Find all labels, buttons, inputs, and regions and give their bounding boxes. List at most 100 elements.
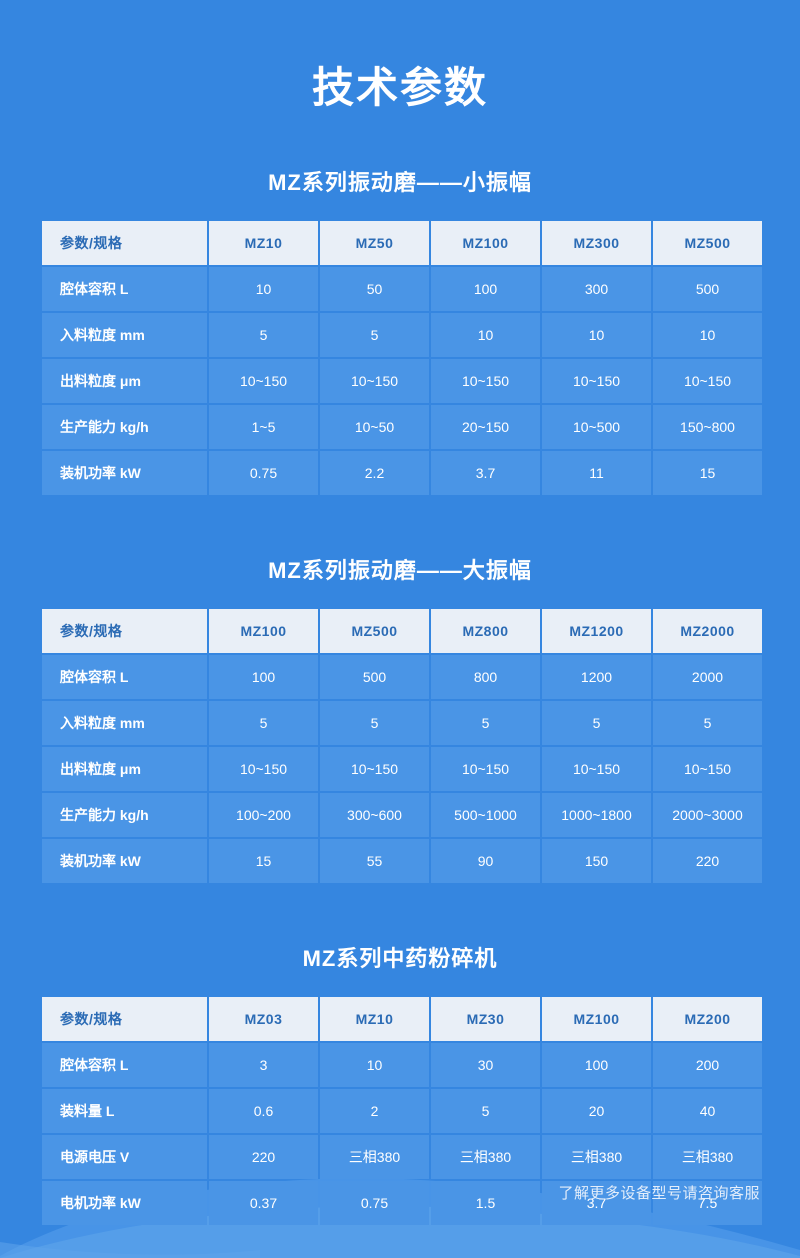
table-cell: 10~150 (431, 746, 540, 791)
column-header: 参数/规格 (42, 220, 207, 265)
column-header: MZ500 (320, 608, 429, 653)
table-cell: 5 (209, 312, 318, 357)
table-cell: 0.6 (209, 1088, 318, 1133)
table-cell: 50 (320, 266, 429, 311)
table-cell: 1.5 (431, 1180, 540, 1225)
column-header: MZ800 (431, 608, 540, 653)
table-cell: 0.75 (320, 1180, 429, 1225)
param-label: 生产能力 kg/h (42, 792, 207, 837)
table-row: 装机功率 kW 0.75 2.2 3.7 11 15 (42, 450, 762, 495)
column-header: MZ03 (209, 996, 318, 1041)
column-header: MZ100 (209, 608, 318, 653)
spec-table-1: 参数/规格 MZ10 MZ50 MZ100 MZ300 MZ500 腔体容积 L… (40, 219, 764, 497)
column-header: MZ200 (653, 996, 762, 1041)
table-cell: 10 (320, 1042, 429, 1087)
table-cell: 10~150 (320, 358, 429, 403)
table-cell: 20~150 (431, 404, 540, 449)
column-header: MZ100 (542, 996, 651, 1041)
table-cell: 100 (431, 266, 540, 311)
param-label: 生产能力 kg/h (42, 404, 207, 449)
table-cell: 三相380 (320, 1134, 429, 1179)
table-header-row: 参数/规格 MZ10 MZ50 MZ100 MZ300 MZ500 (42, 220, 762, 265)
table-cell: 1200 (542, 654, 651, 699)
table-row: 腔体容积 L 100 500 800 1200 2000 (42, 654, 762, 699)
spec-table-2: 参数/规格 MZ100 MZ500 MZ800 MZ1200 MZ2000 腔体… (40, 607, 764, 885)
table-cell: 15 (209, 838, 318, 883)
table-cell: 5 (320, 312, 429, 357)
table-cell: 0.75 (209, 450, 318, 495)
table-cell: 2 (320, 1088, 429, 1133)
table-row: 入料粒度 mm 5 5 10 10 10 (42, 312, 762, 357)
column-header: 参数/规格 (42, 608, 207, 653)
table-cell: 15 (653, 450, 762, 495)
param-label: 装机功率 kW (42, 838, 207, 883)
table-cell: 5 (542, 700, 651, 745)
table-cell: 20 (542, 1088, 651, 1133)
table-cell: 三相380 (653, 1134, 762, 1179)
table-row: 腔体容积 L 10 50 100 300 500 (42, 266, 762, 311)
table-cell: 800 (431, 654, 540, 699)
table-row: 装料量 L 0.6 2 5 20 40 (42, 1088, 762, 1133)
table-cell: 1000~1800 (542, 792, 651, 837)
param-label: 装料量 L (42, 1088, 207, 1133)
table-cell: 150~800 (653, 404, 762, 449)
table-cell: 5 (431, 1088, 540, 1133)
param-label: 出料粒度 μm (42, 358, 207, 403)
table-cell: 500 (653, 266, 762, 311)
table-cell: 5 (431, 700, 540, 745)
table-cell: 40 (653, 1088, 762, 1133)
table-cell: 10 (209, 266, 318, 311)
table-cell: 300~600 (320, 792, 429, 837)
table-cell: 220 (653, 838, 762, 883)
table-row: 生产能力 kg/h 1~5 10~50 20~150 10~500 150~80… (42, 404, 762, 449)
table-cell: 10~150 (542, 358, 651, 403)
table-cell: 30 (431, 1042, 540, 1087)
spec-section-1: MZ系列振动磨——小振幅 参数/规格 MZ10 MZ50 MZ100 MZ300… (0, 165, 800, 497)
table-cell: 11 (542, 450, 651, 495)
column-header: MZ100 (431, 220, 540, 265)
table-cell: 55 (320, 838, 429, 883)
column-header: MZ500 (653, 220, 762, 265)
table-cell: 150 (542, 838, 651, 883)
param-label: 电源电压 V (42, 1134, 207, 1179)
table-cell: 10~150 (542, 746, 651, 791)
table-wrapper-2: 参数/规格 MZ100 MZ500 MZ800 MZ1200 MZ2000 腔体… (40, 607, 762, 885)
table-cell: 10~150 (209, 746, 318, 791)
table-cell: 0.37 (209, 1180, 318, 1225)
column-header: MZ300 (542, 220, 651, 265)
column-header: MZ10 (320, 996, 429, 1041)
table-cell: 10 (431, 312, 540, 357)
param-label: 出料粒度 μm (42, 746, 207, 791)
table-cell: 10 (653, 312, 762, 357)
param-label: 腔体容积 L (42, 1042, 207, 1087)
table-cell: 10~150 (209, 358, 318, 403)
section-title-3: MZ系列中药粉碎机 (302, 945, 498, 971)
table-cell: 100 (542, 1042, 651, 1087)
table-cell: 300 (542, 266, 651, 311)
table-cell: 200 (653, 1042, 762, 1087)
table-row: 腔体容积 L 3 10 30 100 200 (42, 1042, 762, 1087)
table-cell: 10~50 (320, 404, 429, 449)
table-cell: 3.7 (431, 450, 540, 495)
table-row: 出料粒度 μm 10~150 10~150 10~150 10~150 10~1… (42, 358, 762, 403)
param-label: 腔体容积 L (42, 654, 207, 699)
column-header: MZ30 (431, 996, 540, 1041)
table-cell: 5 (209, 700, 318, 745)
table-header-row: 参数/规格 MZ03 MZ10 MZ30 MZ100 MZ200 (42, 996, 762, 1041)
param-label: 腔体容积 L (42, 266, 207, 311)
column-header: MZ50 (320, 220, 429, 265)
table-cell: 100 (209, 654, 318, 699)
column-header: MZ10 (209, 220, 318, 265)
param-label: 电机功率 kW (42, 1180, 207, 1225)
table-header-row: 参数/规格 MZ100 MZ500 MZ800 MZ1200 MZ2000 (42, 608, 762, 653)
table-cell: 3 (209, 1042, 318, 1087)
table-cell: 90 (431, 838, 540, 883)
table-cell: 10~150 (320, 746, 429, 791)
table-wrapper-1: 参数/规格 MZ10 MZ50 MZ100 MZ300 MZ500 腔体容积 L… (40, 219, 762, 497)
table-row: 生产能力 kg/h 100~200 300~600 500~1000 1000~… (42, 792, 762, 837)
column-header: MZ2000 (653, 608, 762, 653)
table-cell: 10~150 (653, 358, 762, 403)
table-cell: 500~1000 (431, 792, 540, 837)
section-title-2: MZ系列振动磨——大振幅 (268, 557, 532, 583)
table-row: 装机功率 kW 15 55 90 150 220 (42, 838, 762, 883)
